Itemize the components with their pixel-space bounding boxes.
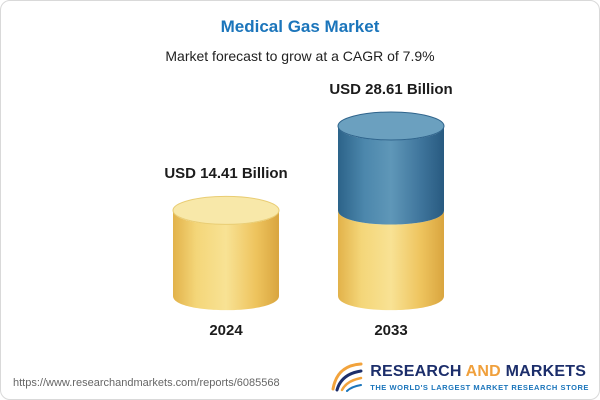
bar-2033-growth-body xyxy=(338,126,444,225)
category-label-2024: 2024 xyxy=(209,321,243,339)
bar-2033-top xyxy=(337,111,445,141)
value-label-2033: USD 28.61 Billion xyxy=(329,81,453,98)
logo-mark-icon xyxy=(331,362,363,392)
researchandmarkets-logo[interactable]: RESEARCH AND MARKETS THE WORLD'S LARGEST… xyxy=(330,362,589,392)
logo-word-and: AND xyxy=(465,362,501,380)
logo-text-block: RESEARCH AND MARKETS THE WORLD'S LARGEST… xyxy=(370,363,589,392)
report-url[interactable]: https://www.researchandmarkets.com/repor… xyxy=(13,377,280,389)
chart-title: Medical Gas Market xyxy=(220,17,380,36)
category-label-2033: 2033 xyxy=(374,321,408,339)
value-label-2024: USD 14.41 Billion xyxy=(164,165,288,183)
logo-word-research: RESEARCH xyxy=(370,362,462,380)
chart-subtitle: Market forecast to grow at a CAGR of 7.9… xyxy=(165,48,435,64)
bar-2033-base-body xyxy=(338,210,444,311)
logo-word-markets: MARKETS xyxy=(505,362,587,380)
logo-name: RESEARCH AND MARKETS xyxy=(370,363,586,381)
bar-2024-body xyxy=(173,210,279,311)
bar-2024-top xyxy=(172,195,280,225)
logo-tagline: THE WORLD'S LARGEST MARKET RESEARCH STOR… xyxy=(370,382,589,392)
